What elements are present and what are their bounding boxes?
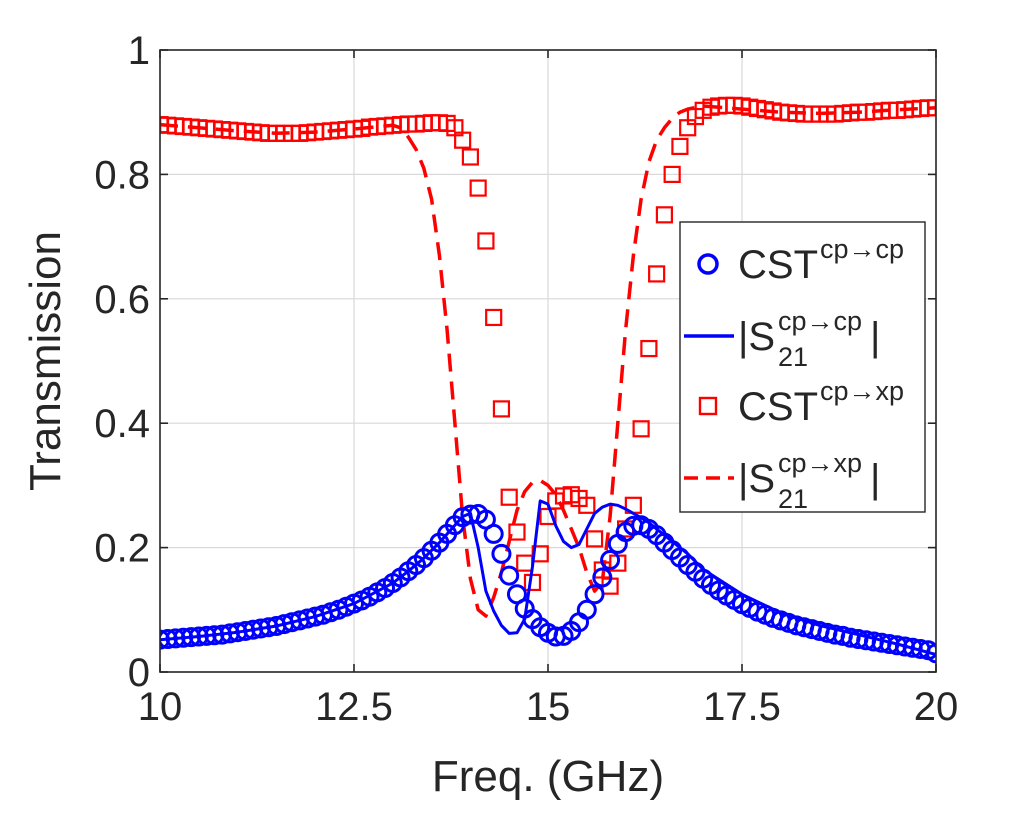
legend-label-suffix: | xyxy=(870,315,880,359)
square-marker xyxy=(454,131,472,149)
y-tick-label: 0 xyxy=(128,651,150,695)
square-marker xyxy=(655,206,674,224)
circle-marker xyxy=(926,643,936,664)
legend-label-base: CST xyxy=(738,243,818,287)
legend-label: CSTcp→xp xyxy=(738,376,904,429)
circle-marker xyxy=(483,523,504,544)
series-3 xyxy=(160,104,936,618)
axis-ticks: 10 12.5 15 17.5 20 0 0.2 0.4 0.6 0.8 1 xyxy=(94,29,958,729)
legend-label-superscript: cp→cp xyxy=(820,234,904,264)
series-line xyxy=(160,104,936,618)
legend-label: |S cp→cp 21 | xyxy=(738,306,880,372)
legend-label-superscript: cp→cp xyxy=(778,306,862,336)
legend-label-base: S xyxy=(748,315,775,359)
y-tick-label: 0.4 xyxy=(94,402,150,446)
y-tick-label: 0.8 xyxy=(94,153,150,197)
circle-marker xyxy=(491,543,512,564)
legend-label-superscript: cp→xp xyxy=(778,448,862,478)
square-marker xyxy=(648,265,666,283)
legend-label-prefix: | xyxy=(738,315,748,359)
x-axis-label: Freq. (GHz) xyxy=(432,752,664,801)
x-tick-label: 12.5 xyxy=(315,685,393,729)
circle-marker xyxy=(584,584,605,605)
legend-item: CSTcp→xp xyxy=(698,376,904,429)
x-tick-label: 20 xyxy=(914,685,959,729)
square-marker xyxy=(485,308,503,327)
legend-label-base: S xyxy=(748,457,775,501)
legend-label: CSTcp→cp xyxy=(738,234,904,287)
square-marker xyxy=(477,232,495,250)
y-tick-label: 1 xyxy=(128,29,150,73)
circle-marker xyxy=(600,550,621,571)
square-marker xyxy=(585,530,604,548)
legend-square-icon xyxy=(698,396,718,416)
legend-item: |S cp→xp 21 | xyxy=(684,448,880,514)
circle-marker xyxy=(499,565,520,586)
legend-label: |S cp→xp 21 | xyxy=(738,448,880,514)
legend-label-superscript: cp→xp xyxy=(820,376,904,406)
square-marker xyxy=(461,148,479,166)
square-marker xyxy=(469,179,487,197)
y-tick-label: 0.2 xyxy=(94,527,150,571)
square-marker xyxy=(663,165,681,183)
y-axis-label: Transmission xyxy=(21,231,70,491)
circle-marker xyxy=(576,599,597,620)
x-tick-label: 10 xyxy=(138,685,183,729)
square-marker xyxy=(632,420,650,438)
legend-label-subscript: 21 xyxy=(778,484,808,514)
x-tick-label: 17.5 xyxy=(703,685,781,729)
x-tick-label: 15 xyxy=(526,685,571,729)
legend-label-prefix: | xyxy=(738,457,748,501)
y-tick-label: 0.6 xyxy=(94,278,150,322)
square-marker xyxy=(640,339,658,358)
circle-marker xyxy=(592,567,613,588)
legend-item: |S cp→cp 21 | xyxy=(684,306,880,372)
square-marker xyxy=(508,523,526,541)
square-marker xyxy=(492,400,511,418)
legend-box xyxy=(679,221,926,513)
legend: CSTcp→cp|S cp→cp 21 |CSTcp→xp|S cp→xp 21 | xyxy=(679,221,926,514)
square-marker xyxy=(671,137,689,156)
legend-label-subscript: 21 xyxy=(778,342,808,372)
square-marker xyxy=(500,488,518,506)
series-0 xyxy=(160,504,936,664)
legend-item: CSTcp→cp xyxy=(697,234,904,287)
legend-circle-icon xyxy=(697,253,719,275)
legend-label-base: CST xyxy=(738,385,818,429)
square-marker xyxy=(578,496,596,514)
legend-label-suffix: | xyxy=(870,457,880,501)
